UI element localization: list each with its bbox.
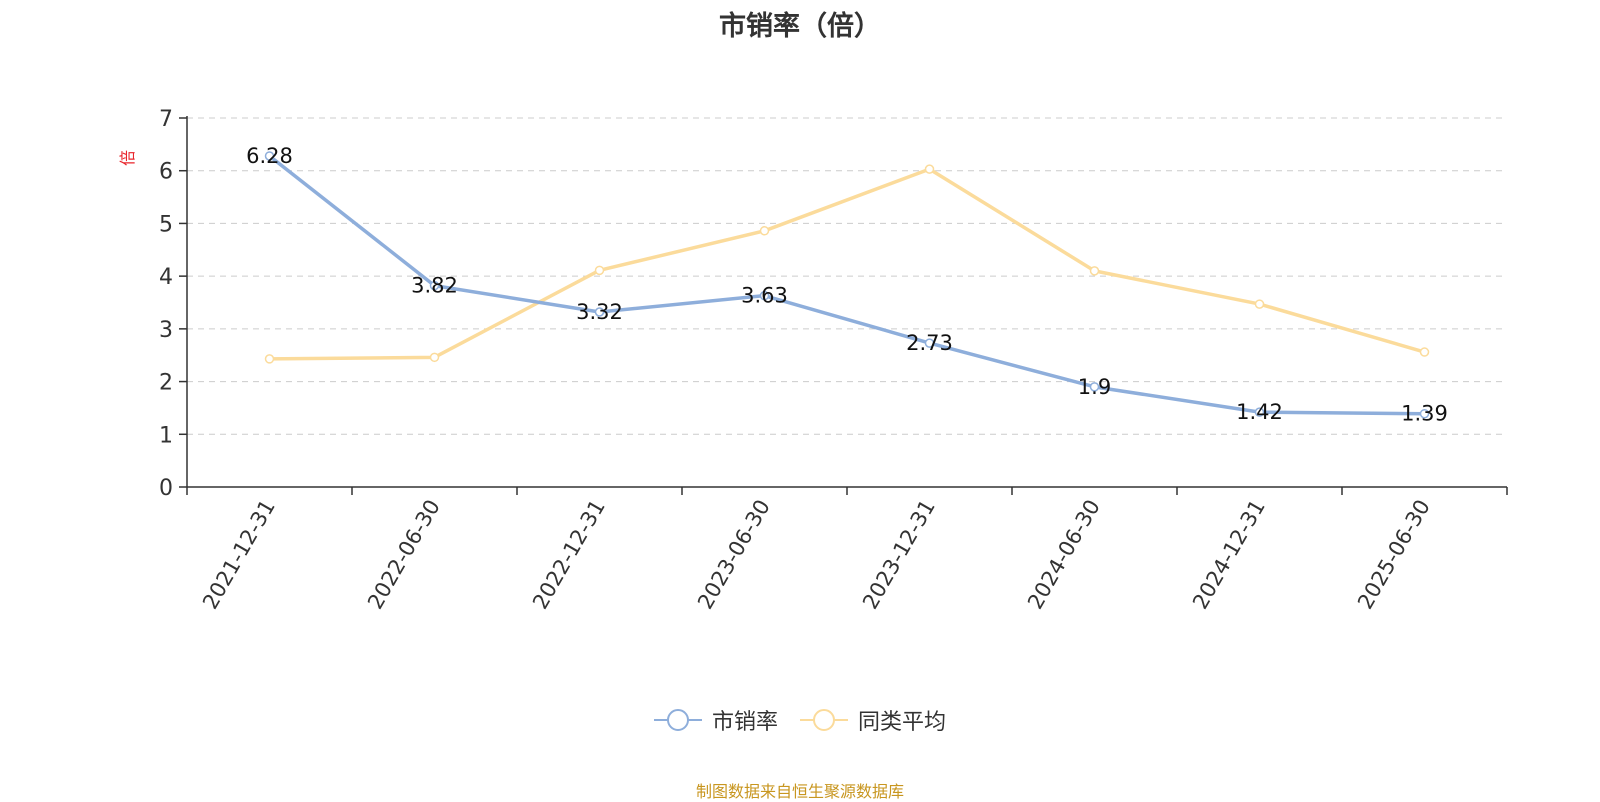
y-tick-label: 2: [159, 371, 173, 396]
chart-title: 市销率（倍）: [719, 11, 881, 42]
series-1-point: [594, 265, 605, 276]
series-1-point: [924, 164, 935, 174]
series-1-point: [264, 354, 275, 364]
data-label: 2.73: [906, 331, 953, 355]
series-1-point: [1089, 266, 1100, 276]
x-tick-label: 2025-06-30: [1353, 496, 1435, 614]
series-0-point: [1089, 382, 1100, 392]
series-0-point: [1419, 408, 1430, 419]
series-1-point: [429, 352, 440, 363]
data-label: 3.32: [576, 300, 623, 324]
y-tick-label: 6: [159, 160, 173, 185]
series-0-point: [264, 151, 275, 161]
legend: 市销率 同类平均: [0, 704, 1600, 736]
series-1-point: [1419, 347, 1430, 357]
legend-label-series-0: 市销率: [711, 710, 778, 735]
data-label: 3.82: [411, 274, 458, 298]
y-tick-label: 5: [159, 212, 173, 237]
legend-label-series-1: 同类平均: [858, 710, 947, 735]
series-0-point: [924, 338, 935, 348]
x-tick-label: 2022-06-30: [363, 496, 445, 614]
series-line-1: [269, 167, 1425, 361]
y-tick-label: 7: [159, 107, 173, 132]
series-0-point: [429, 280, 440, 291]
source-note: 制图数据来自恒生聚源数据库: [695, 782, 904, 801]
x-tick-label: 2023-12-31: [858, 496, 940, 614]
data-label: 1.42: [1236, 400, 1283, 424]
data-label: 1.39: [1401, 402, 1448, 426]
y-axis-label: 倍: [118, 150, 137, 166]
x-tick-label: 2024-06-30: [1023, 496, 1105, 614]
series-0-point: [594, 307, 605, 317]
series-1-point: [759, 226, 770, 236]
y-tick-label: 1: [159, 423, 173, 448]
x-tick-label: 2021-12-31: [198, 496, 280, 614]
legend-marker-series-0: [653, 709, 702, 731]
series-1-point: [1254, 299, 1265, 309]
legend-marker-series-1: [800, 709, 848, 731]
series-0-point: [1254, 407, 1265, 417]
series-line-0: [268, 154, 1425, 416]
x-tick-label: 2023-06-30: [693, 496, 775, 614]
y-tick-label: 4: [159, 265, 173, 290]
data-label: 1.9: [1078, 375, 1111, 399]
legend-item-series-1[interactable]: 同类平均: [800, 704, 946, 736]
series-0-point: [759, 290, 770, 301]
x-tick-label: 2022-12-31: [528, 496, 610, 614]
y-tick-label: 3: [159, 318, 173, 343]
data-label: 6.28: [246, 144, 293, 168]
legend-item-series-0[interactable]: 市销率: [653, 704, 778, 736]
x-tick-label: 2024-12-31: [1188, 496, 1270, 614]
y-tick-label: 0: [159, 476, 173, 501]
data-label: 3.63: [741, 284, 788, 308]
